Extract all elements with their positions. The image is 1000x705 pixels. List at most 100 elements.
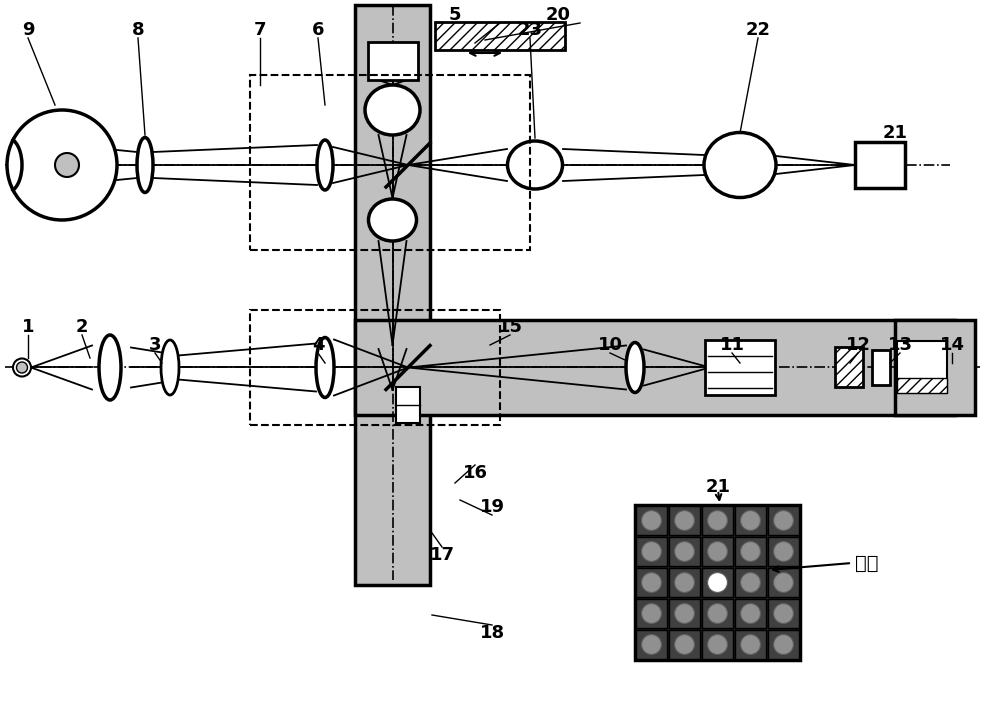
Circle shape: [741, 510, 760, 530]
Text: 18: 18: [479, 624, 505, 642]
Bar: [702, 568, 733, 597]
Bar: [250, 310, 500, 425]
Bar: [897, 378, 947, 393]
Ellipse shape: [508, 141, 562, 189]
Bar: [355, 320, 955, 415]
Bar: [636, 599, 667, 628]
Circle shape: [708, 510, 727, 530]
Bar: [872, 350, 890, 385]
Bar: [735, 568, 766, 597]
Ellipse shape: [161, 340, 179, 395]
Circle shape: [642, 541, 661, 561]
Circle shape: [741, 634, 760, 654]
Bar: [636, 506, 667, 535]
Text: 8: 8: [132, 21, 144, 39]
Bar: [735, 506, 766, 535]
Bar: [705, 340, 775, 395]
Ellipse shape: [137, 137, 153, 192]
Circle shape: [55, 153, 79, 177]
Circle shape: [13, 359, 31, 376]
Circle shape: [708, 572, 727, 592]
Circle shape: [675, 510, 694, 530]
Bar: [735, 599, 766, 628]
Text: 10: 10: [598, 336, 622, 354]
Circle shape: [708, 634, 727, 654]
Circle shape: [7, 110, 117, 220]
Bar: [669, 630, 700, 659]
Bar: [396, 387, 420, 423]
Bar: [669, 599, 700, 628]
Text: 点亮: 点亮: [855, 553, 879, 572]
Bar: [702, 537, 733, 566]
Circle shape: [741, 541, 760, 561]
Bar: [636, 537, 667, 566]
Text: 3: 3: [149, 336, 161, 354]
Text: 22: 22: [746, 21, 770, 39]
Circle shape: [708, 541, 727, 561]
Text: 1: 1: [22, 318, 34, 336]
Bar: [835, 347, 863, 387]
Bar: [897, 341, 947, 393]
Bar: [702, 630, 733, 659]
Bar: [768, 537, 799, 566]
Bar: [702, 506, 733, 535]
Text: 17: 17: [430, 546, 454, 564]
Circle shape: [675, 603, 694, 623]
Bar: [702, 599, 733, 628]
Circle shape: [675, 572, 694, 592]
Bar: [735, 630, 766, 659]
Text: 21: 21: [882, 124, 907, 142]
Circle shape: [16, 362, 28, 373]
Text: 7: 7: [254, 21, 266, 39]
Bar: [768, 630, 799, 659]
Ellipse shape: [368, 199, 416, 241]
Bar: [768, 568, 799, 597]
Ellipse shape: [365, 85, 420, 135]
Bar: [669, 506, 700, 535]
Text: 9: 9: [22, 21, 34, 39]
Circle shape: [642, 603, 661, 623]
Circle shape: [774, 634, 793, 654]
Circle shape: [675, 634, 694, 654]
Text: 5: 5: [449, 6, 461, 24]
Ellipse shape: [626, 343, 644, 393]
Text: 19: 19: [480, 498, 505, 516]
Ellipse shape: [316, 338, 334, 398]
Circle shape: [774, 603, 793, 623]
Ellipse shape: [704, 133, 776, 197]
Circle shape: [642, 510, 661, 530]
Text: 21: 21: [706, 478, 730, 496]
Bar: [895, 320, 975, 415]
Bar: [669, 568, 700, 597]
Circle shape: [774, 510, 793, 530]
Circle shape: [675, 541, 694, 561]
Text: 23: 23: [518, 21, 542, 39]
Bar: [669, 537, 700, 566]
Text: 16: 16: [462, 464, 488, 482]
Bar: [768, 506, 799, 535]
Text: 2: 2: [76, 318, 88, 336]
Circle shape: [741, 603, 760, 623]
Circle shape: [774, 541, 793, 561]
Text: 14: 14: [940, 336, 964, 354]
Bar: [435, 22, 565, 50]
Circle shape: [708, 603, 727, 623]
Circle shape: [642, 634, 661, 654]
Text: 11: 11: [720, 336, 744, 354]
Circle shape: [741, 572, 760, 592]
Bar: [355, 5, 430, 585]
Bar: [855, 142, 905, 188]
Ellipse shape: [99, 335, 121, 400]
Circle shape: [642, 572, 661, 592]
Text: 12: 12: [846, 336, 870, 354]
Bar: [635, 505, 800, 660]
Text: 13: 13: [888, 336, 912, 354]
Bar: [368, 42, 418, 80]
Bar: [250, 75, 530, 250]
Bar: [636, 568, 667, 597]
Circle shape: [774, 572, 793, 592]
Bar: [636, 630, 667, 659]
Text: 20: 20: [546, 6, 570, 24]
Bar: [735, 537, 766, 566]
Bar: [768, 599, 799, 628]
